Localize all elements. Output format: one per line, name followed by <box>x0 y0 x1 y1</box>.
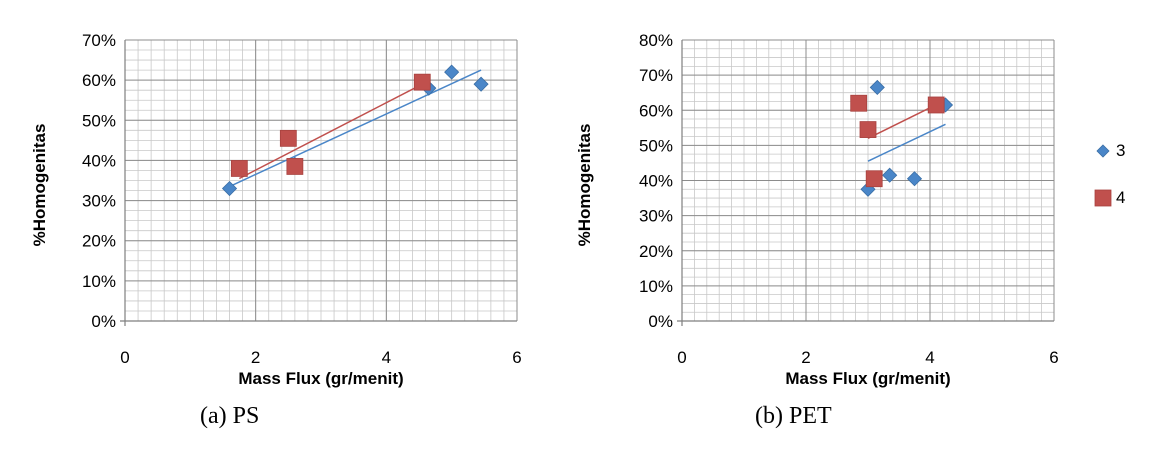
data-point-diamond <box>444 64 460 80</box>
legend <box>1094 144 1112 207</box>
x-tick-label: 2 <box>251 348 260 367</box>
data-point-diamond <box>882 167 898 183</box>
y-tick-label: 40% <box>639 172 673 191</box>
y-tick-label: 70% <box>639 66 673 85</box>
chart-pet: 0% 10% 20% 30% 40% 50% 60% 70% 80% 0 2 4 6 Mass Flux … <box>575 31 1059 388</box>
data-point-square <box>850 94 868 112</box>
y-tick-label: 40% <box>82 151 116 170</box>
y-tick-label: 70% <box>82 31 116 50</box>
y-tick-label: 80% <box>639 31 673 50</box>
series-4 <box>230 73 431 180</box>
y-tick-label: 10% <box>82 272 116 291</box>
y-axis-title: %Homogenitas <box>575 124 594 247</box>
y-tick-label: 50% <box>82 111 116 130</box>
y-tick-label: 20% <box>82 232 116 251</box>
x-axis-title: Mass Flux (gr/menit) <box>785 369 950 388</box>
trendline-3 <box>867 123 946 162</box>
y-tick-label: 10% <box>639 277 673 296</box>
gridlines <box>681 39 1055 322</box>
legend-marker-diamond <box>1096 144 1110 158</box>
y-tick-label: 60% <box>639 101 673 120</box>
data-point-diamond <box>473 76 489 92</box>
data-point-square <box>927 96 945 114</box>
legend-label-3: 3 <box>1116 141 1126 160</box>
y-tick-label: 30% <box>639 207 673 226</box>
caption-pet: (b) PET <box>755 403 832 429</box>
y-tick-label: 20% <box>639 242 673 261</box>
y-tick-label: 0% <box>91 312 116 331</box>
trendline-4 <box>867 102 940 140</box>
x-axis-title: Mass Flux (gr/menit) <box>238 369 403 388</box>
trendline-3 <box>229 69 482 188</box>
x-tick-label: 6 <box>1049 348 1058 367</box>
data-point-square <box>859 121 877 138</box>
data-point-square <box>865 170 883 188</box>
y-tick-label: 30% <box>82 192 116 211</box>
data-point-square <box>279 129 297 147</box>
data-point-diamond <box>869 79 885 95</box>
y-tick-label: 60% <box>82 71 116 90</box>
legend-label-4: 4 <box>1116 188 1126 207</box>
x-tick-label: 6 <box>512 348 521 367</box>
trendline-4 <box>238 83 423 180</box>
x-tick-label: 4 <box>925 348 934 367</box>
data-point-diamond <box>221 180 238 197</box>
y-axis-title: %Homogenitas <box>30 124 49 247</box>
data-point-square <box>413 73 431 91</box>
data-point-diamond <box>906 171 923 187</box>
x-tick-label: 0 <box>120 348 129 367</box>
legend-marker-square <box>1094 189 1112 207</box>
data-point-square <box>286 158 304 175</box>
y-tick-label: 0% <box>648 312 673 331</box>
x-tick-label: 2 <box>801 348 810 367</box>
y-tick-label: 50% <box>639 136 673 155</box>
series-4 <box>850 94 945 188</box>
x-tick-label: 0 <box>677 348 686 367</box>
caption-ps: (a) PS <box>200 403 260 429</box>
data-point-square <box>230 160 248 177</box>
gridlines <box>124 39 518 322</box>
x-tick-label: 4 <box>382 348 391 367</box>
chart-ps: 0% 10% 20% 30% 40% 50% 60% 70% 0 2 4 6 Mass Flux (gr… <box>30 31 522 388</box>
